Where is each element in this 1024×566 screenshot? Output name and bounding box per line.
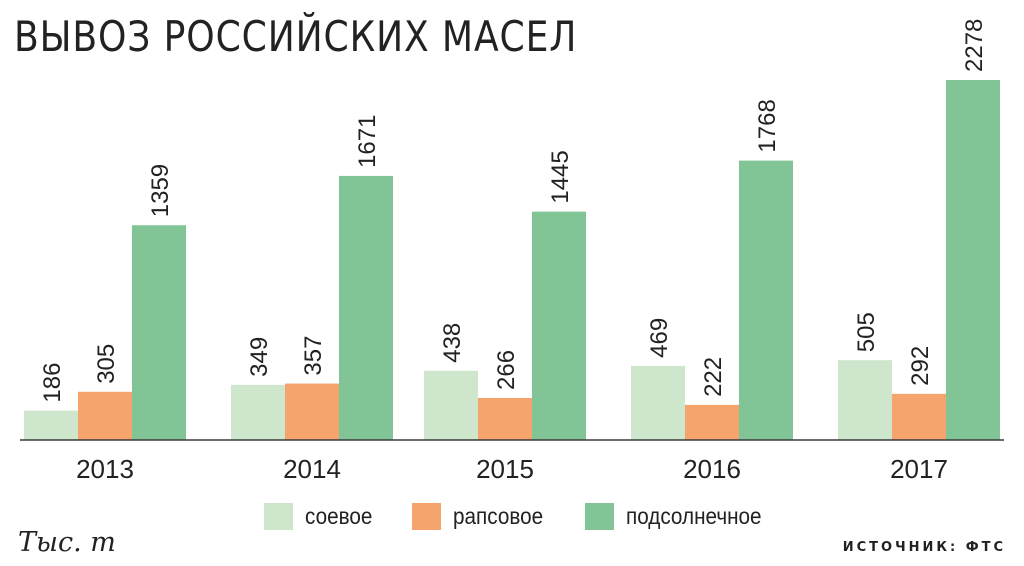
data-labels-group: 186 305 1359 349 357 1671 438 266 1445 469 222 1768… bbox=[39, 19, 988, 403]
data-label-sunflower-2013: 1359 bbox=[147, 164, 174, 217]
bar-soy-2015 bbox=[424, 370, 478, 440]
bar-sunflower-2013 bbox=[132, 225, 186, 440]
legend-swatch-rapeseed bbox=[411, 502, 441, 530]
data-label-sunflower-2014: 1671 bbox=[354, 115, 381, 168]
bar-sunflower-2015 bbox=[532, 211, 586, 440]
data-label-soy-2013: 186 bbox=[39, 363, 66, 403]
legend-label-rapeseed: рапсовое bbox=[452, 502, 544, 529]
legend-label-soy: соевое bbox=[305, 502, 373, 529]
legend-label-sunflower: подсолнечное bbox=[626, 502, 762, 529]
data-label-soy-2014: 349 bbox=[246, 337, 273, 377]
legend-item-sunflower: подсолнечное bbox=[585, 502, 777, 530]
data-label-sunflower-2015: 1445 bbox=[547, 150, 574, 203]
data-label-sunflower-2016: 1768 bbox=[754, 99, 781, 152]
bar-soy-2016 bbox=[631, 365, 685, 440]
legend-swatch-soy bbox=[264, 502, 293, 530]
unit-label: Тыс. т bbox=[18, 527, 116, 558]
chart-title: ВЫВОЗ РОССИЙСКИХ МАСЕЛ bbox=[14, 12, 578, 61]
data-label-soy-2015: 438 bbox=[439, 323, 466, 363]
data-label-rapeseed-2015: 266 bbox=[493, 350, 520, 390]
data-label-rapeseed-2013: 305 bbox=[93, 344, 120, 384]
bar-chart: 186 305 1359 349 357 1671 438 266 1445 469 222 1768… bbox=[20, 19, 1004, 484]
bar-soy-2017 bbox=[838, 360, 892, 440]
x-tick-label-2014: 2014 bbox=[283, 454, 341, 484]
x-tick-label-2013: 2013 bbox=[76, 454, 134, 484]
bar-soy-2013 bbox=[24, 410, 78, 440]
bars-group bbox=[24, 80, 1000, 440]
bar-rapeseed-2013 bbox=[78, 391, 132, 440]
data-label-soy-2016: 469 bbox=[646, 318, 673, 358]
bar-rapeseed-2014 bbox=[285, 383, 339, 440]
legend-item-rapeseed: рапсовое bbox=[411, 502, 553, 530]
legend-item-soy: соевое bbox=[264, 502, 380, 530]
bar-rapeseed-2015 bbox=[478, 397, 532, 440]
bar-sunflower-2016 bbox=[739, 160, 793, 440]
bar-rapeseed-2017 bbox=[892, 393, 946, 440]
legend-swatch-sunflower bbox=[585, 502, 615, 530]
x-tick-label-2016: 2016 bbox=[683, 454, 741, 484]
bar-rapeseed-2016 bbox=[685, 404, 739, 440]
data-label-rapeseed-2016: 222 bbox=[700, 357, 727, 397]
x-tick-label-2015: 2015 bbox=[476, 454, 534, 484]
data-label-sunflower-2017: 2278 bbox=[961, 19, 988, 72]
source-label: ИСТОЧНИК: ФТС bbox=[842, 540, 1006, 555]
x-tick-label-2017: 2017 bbox=[890, 454, 948, 484]
data-label-rapeseed-2017: 292 bbox=[907, 346, 934, 386]
data-label-rapeseed-2014: 357 bbox=[300, 336, 327, 376]
x-tick-labels-group: 2013 2014 2015 2016 2017 bbox=[76, 454, 948, 484]
legend: соевое рапсовое подсолнечное bbox=[264, 501, 809, 531]
bar-sunflower-2017 bbox=[946, 80, 1000, 440]
bar-sunflower-2014 bbox=[339, 175, 393, 440]
bar-soy-2014 bbox=[231, 384, 285, 440]
data-label-soy-2017: 505 bbox=[853, 312, 880, 352]
